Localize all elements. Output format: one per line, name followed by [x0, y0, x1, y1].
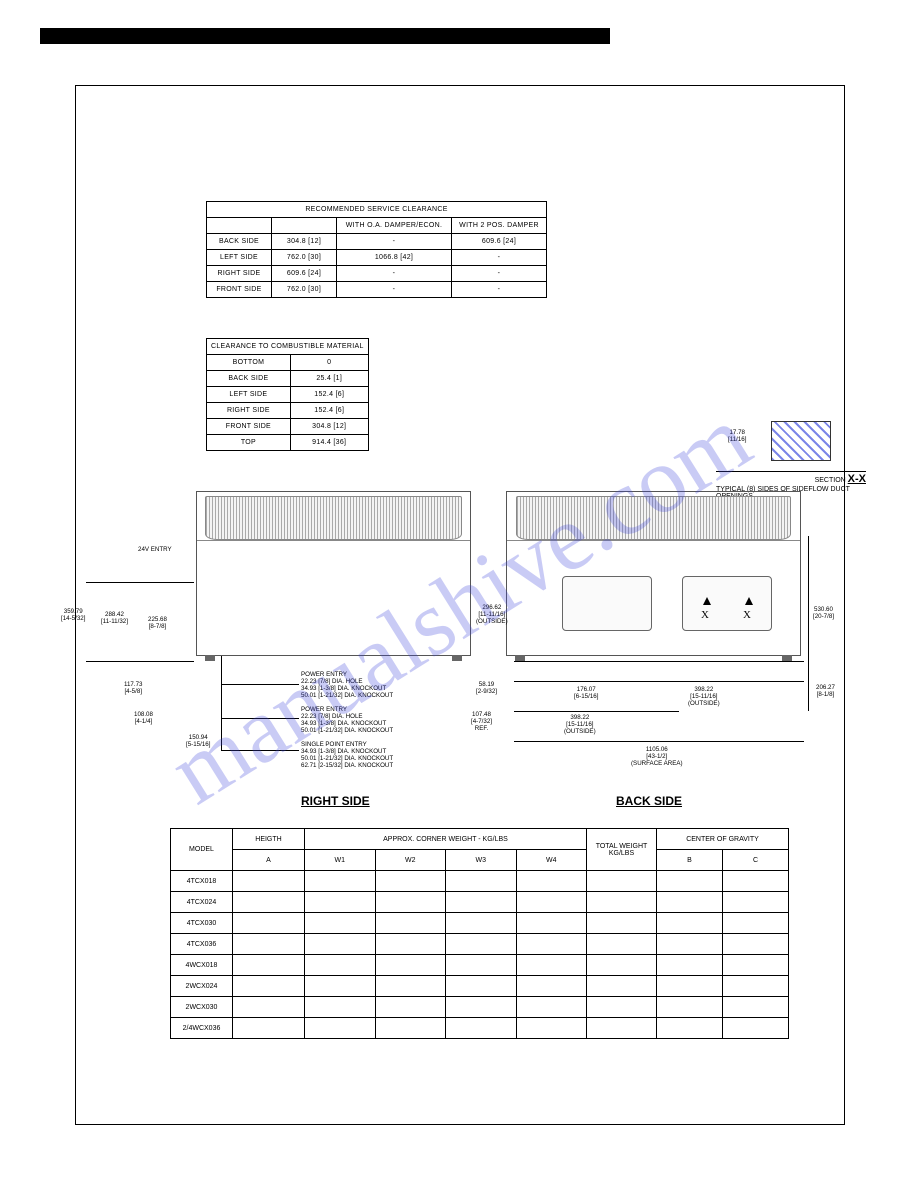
section-xx: 17.78 [11/16] SECTION X-X TYPICAL (8) SI…	[716, 421, 866, 500]
mh-cog: CENTER OF GRAVITY	[657, 829, 789, 850]
duct-opening: X X	[682, 576, 772, 631]
leader	[221, 750, 299, 751]
table-row: 2WCX030	[171, 997, 789, 1018]
dim-1105: 1105.06 [43-1/2] (SURFACE AREA)	[631, 746, 683, 767]
leader	[86, 661, 194, 662]
dim-power2: POWER ENTRY 22.23 [7/8] DIA. HOLE 34.93 …	[301, 706, 393, 735]
table-row: 4WCX018	[171, 955, 789, 976]
table-row: 4TCX036	[171, 934, 789, 955]
dim-359: 359.79 [14-5/32]	[61, 608, 85, 622]
table-row: RIGHT SIDE152.4 [6]	[207, 403, 369, 419]
sc-title: RECOMMENDED SERVICE CLEARANCE	[207, 202, 547, 218]
mh-w3: W3	[446, 850, 517, 871]
header-bar	[40, 28, 610, 44]
combustible-table: CLEARANCE TO COMBUSTIBLE MATERIAL BOTTOM…	[206, 338, 369, 451]
dim-225: 225.68 [8-7/8]	[148, 616, 167, 630]
leader	[514, 711, 679, 712]
condenser-coil	[516, 496, 791, 540]
leader	[86, 582, 194, 583]
back-side-label: BACK SIDE	[616, 794, 682, 808]
dim-power1: POWER ENTRY 22.23 [7/8] DIA. HOLE 34.93 …	[301, 671, 393, 700]
dim-206: 206.27 [8-1/8]	[816, 684, 835, 698]
leader	[514, 661, 804, 662]
table-row: 2/4WCX036	[171, 1018, 789, 1039]
arrow-icon	[745, 597, 753, 605]
mh-b: B	[657, 850, 723, 871]
table-row: FRONT SIDE762.0 [30]--	[207, 282, 547, 298]
xx-shape	[771, 421, 831, 461]
dim-150: 150.94 [5-15/16]	[186, 734, 210, 748]
table-row: 2WCX024	[171, 976, 789, 997]
table-row: BACK SIDE304.8 [12]-609.6 [24]	[207, 234, 547, 250]
table-row: BOTTOM0	[207, 355, 369, 371]
dim-288: 288.42 [11-11/32]	[101, 611, 128, 625]
table-row: FRONT SIDE304.8 [12]	[207, 419, 369, 435]
table-row: BACK SIDE25.4 [1]	[207, 371, 369, 387]
arrow-icon	[703, 597, 711, 605]
mh-w1: W1	[305, 850, 376, 871]
x-mark: X	[743, 609, 751, 621]
dim-296: 296.62 [11-11/16] (OUTSIDE)	[476, 604, 508, 625]
xx-title-row: SECTION X-X	[716, 473, 866, 485]
service-clearance-table: RECOMMENDED SERVICE CLEARANCE WITH O.A. …	[206, 201, 547, 298]
leader	[514, 741, 804, 742]
dims-107: 107.48 [4-7/32] REF.	[471, 711, 492, 732]
right-side-unit	[196, 491, 471, 656]
xx-line	[716, 471, 866, 472]
table-row: LEFT SIDE152.4 [6]	[207, 387, 369, 403]
sc-col-base	[272, 218, 337, 234]
leader	[808, 536, 809, 711]
dim-398b: 398.22 [15-11/16] (OUTSIDE)	[688, 686, 720, 707]
leader	[221, 684, 299, 685]
leg	[452, 655, 462, 661]
dim-117: 117.73 [4-5/8]	[124, 681, 142, 695]
dim-176: 176.07 [6-15/16]	[574, 686, 598, 700]
dim-58: 58.19 [2-9/32]	[476, 681, 497, 695]
dim-398a: 398.22 [15-11/16] (OUTSIDE)	[564, 714, 596, 735]
mh-w4: W4	[516, 850, 587, 871]
table-row: TOP914.4 [36]	[207, 435, 369, 451]
sc-blank	[207, 218, 272, 234]
xx-dim: 17.78 [11/16]	[728, 429, 746, 443]
dim-530: 530.60 [20-7/8]	[813, 606, 834, 620]
mh-a: A	[233, 850, 305, 871]
mh-w2: W2	[375, 850, 446, 871]
models-table: MODEL HEIGTH APPROX. CORNER WEIGHT - KG/…	[170, 828, 789, 1039]
back-side-unit: X X	[506, 491, 801, 656]
mh-height: HEIGTH	[233, 829, 305, 850]
leader	[221, 656, 222, 751]
table-row: LEFT SIDE762.0 [30]1066.8 [42]-	[207, 250, 547, 266]
sc-col2: WITH O.A. DAMPER/ECON.	[337, 218, 452, 234]
duct-opening	[562, 576, 652, 631]
leg	[205, 655, 215, 661]
condenser-coil	[205, 496, 462, 540]
dim-108: 108.08 [4-1/4]	[134, 711, 153, 725]
table-row: RIGHT SIDE609.6 [24]--	[207, 266, 547, 282]
sc-col3: WITH 2 POS. DAMPER	[452, 218, 547, 234]
mh-c: C	[723, 850, 789, 871]
cabinet: X X	[507, 540, 800, 655]
table-row: 4TCX018	[171, 871, 789, 892]
cabinet	[197, 540, 470, 655]
dim-24v: 24V ENTRY	[138, 546, 172, 553]
dim-single: SINGLE POINT ENTRY 34.93 [1-3/8] DIA. KN…	[301, 741, 393, 770]
table-row: 4TCX030	[171, 913, 789, 934]
comb-title: CLEARANCE TO COMBUSTIBLE MATERIAL	[207, 339, 369, 355]
mh-model: MODEL	[171, 829, 233, 871]
leader	[221, 718, 299, 719]
mh-total: TOTAL WEIGHT KG/LBS	[587, 829, 657, 871]
x-mark: X	[701, 609, 709, 621]
mh-corner: APPROX. CORNER WEIGHT - KG/LBS	[305, 829, 587, 850]
right-side-label: RIGHT SIDE	[301, 794, 370, 808]
table-row: 4TCX024	[171, 892, 789, 913]
leader	[514, 681, 804, 682]
